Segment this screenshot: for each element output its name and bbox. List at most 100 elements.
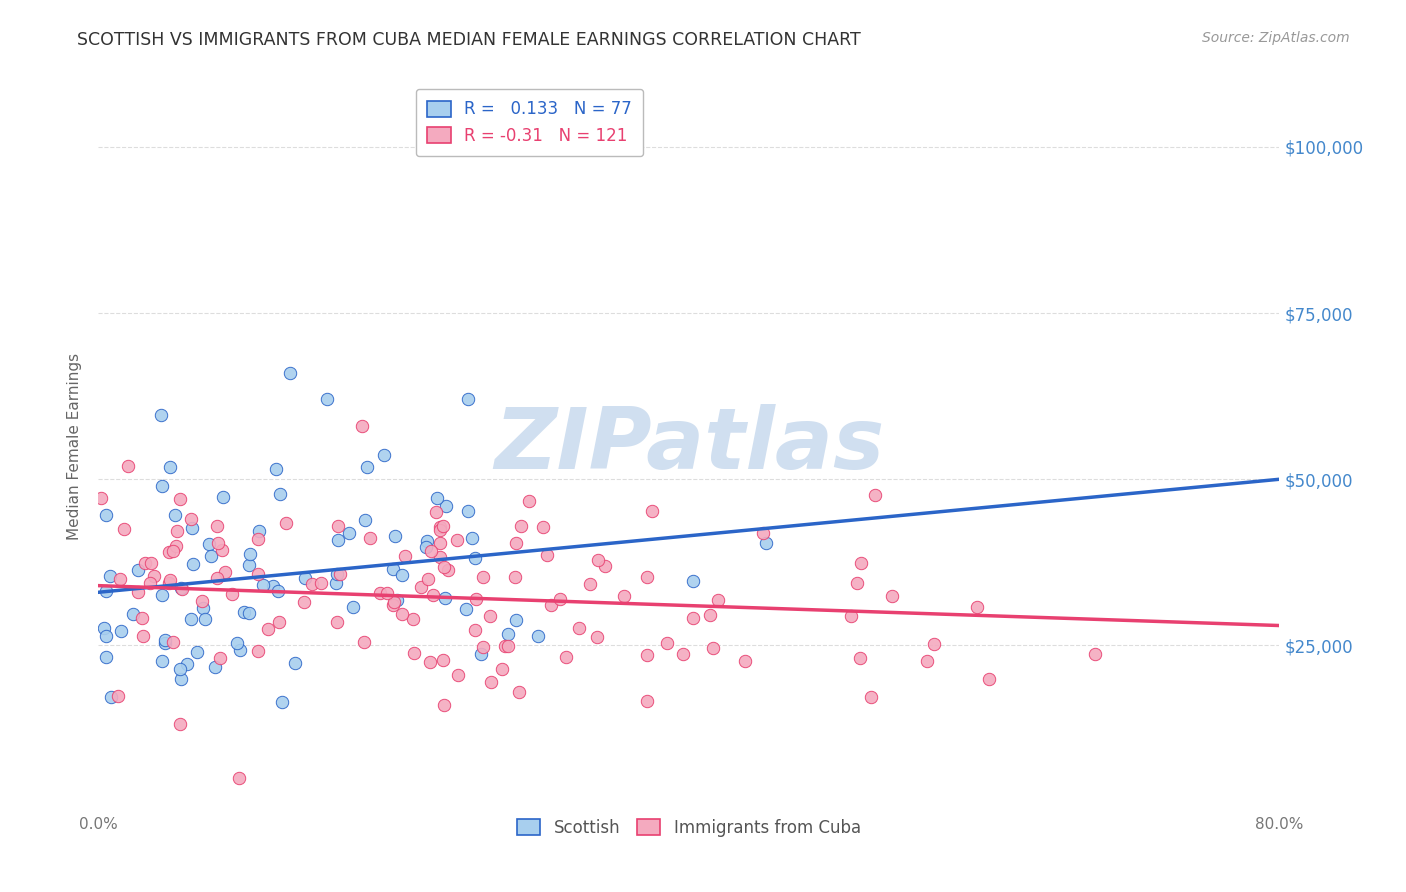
Point [498, 626, 520, 640]
Point [429, 523, 451, 537]
Point [162, 544, 184, 558]
Point [150, 479, 173, 493]
Point [117, 458, 139, 473]
Point [157, 544, 180, 558]
Point [108, 572, 131, 586]
Point [1084, 647, 1107, 661]
Point [422, 588, 444, 602]
Point [165, 508, 187, 522]
Point [922, 637, 945, 651]
Point [280, 366, 302, 380]
Point [247, 524, 270, 538]
Point [262, 579, 284, 593]
Point [860, 690, 883, 704]
Point [419, 655, 441, 669]
Point [494, 640, 516, 654]
Point [384, 529, 406, 543]
Point [849, 651, 872, 665]
Point [205, 518, 228, 533]
Point [94, 584, 117, 599]
Point [221, 587, 243, 601]
Point [226, 636, 249, 650]
Point [404, 646, 426, 660]
Point [655, 636, 678, 650]
Point [699, 608, 721, 623]
Point [641, 504, 664, 518]
Point [682, 574, 704, 588]
Point [274, 516, 297, 531]
Point [98, 568, 121, 582]
Point [342, 600, 364, 615]
Point [373, 448, 395, 462]
Point [637, 570, 659, 584]
Point [131, 629, 153, 643]
Point [157, 576, 180, 591]
Point [401, 612, 423, 626]
Point [170, 581, 193, 595]
Point [180, 520, 202, 534]
Point [186, 645, 208, 659]
Point [416, 573, 439, 587]
Point [159, 459, 181, 474]
Point [425, 505, 447, 519]
Point [382, 595, 405, 609]
Point [139, 557, 162, 571]
Point [636, 648, 658, 663]
Point [479, 674, 502, 689]
Point [356, 460, 378, 475]
Point [165, 539, 187, 553]
Point [672, 647, 695, 661]
Point [121, 607, 143, 622]
Point [470, 647, 492, 661]
Point [93, 621, 115, 635]
Point [375, 586, 398, 600]
Point [409, 581, 432, 595]
Point [107, 689, 129, 703]
Point [172, 582, 194, 597]
Point [385, 592, 408, 607]
Point [707, 593, 730, 607]
Point [292, 595, 315, 609]
Point [238, 558, 260, 572]
Point [472, 569, 495, 583]
Point [432, 519, 454, 533]
Point [204, 660, 226, 674]
Point [434, 499, 457, 513]
Point [734, 655, 756, 669]
Point [593, 558, 616, 573]
Point [267, 583, 290, 598]
Point [229, 643, 252, 657]
Point [326, 533, 349, 547]
Point [432, 653, 454, 667]
Point [915, 654, 938, 668]
Point [446, 668, 468, 682]
Point [326, 519, 349, 533]
Point [536, 548, 558, 562]
Point [755, 536, 778, 550]
Point [325, 576, 347, 591]
Point [457, 504, 479, 518]
Point [429, 520, 451, 534]
Point [112, 522, 135, 536]
Point [100, 690, 122, 704]
Point [139, 576, 162, 591]
Point [613, 590, 636, 604]
Point [540, 598, 562, 612]
Point [96, 629, 118, 643]
Point [851, 556, 873, 570]
Point [150, 408, 173, 422]
Point [503, 570, 526, 584]
Point [508, 685, 530, 699]
Point [880, 589, 903, 603]
Point [294, 571, 316, 585]
Point [150, 654, 173, 668]
Point [329, 566, 352, 581]
Point [159, 574, 181, 588]
Point [426, 491, 449, 506]
Point [457, 392, 479, 406]
Point [471, 640, 494, 654]
Point [270, 695, 292, 709]
Point [456, 601, 478, 615]
Point [169, 717, 191, 731]
Point [353, 635, 375, 649]
